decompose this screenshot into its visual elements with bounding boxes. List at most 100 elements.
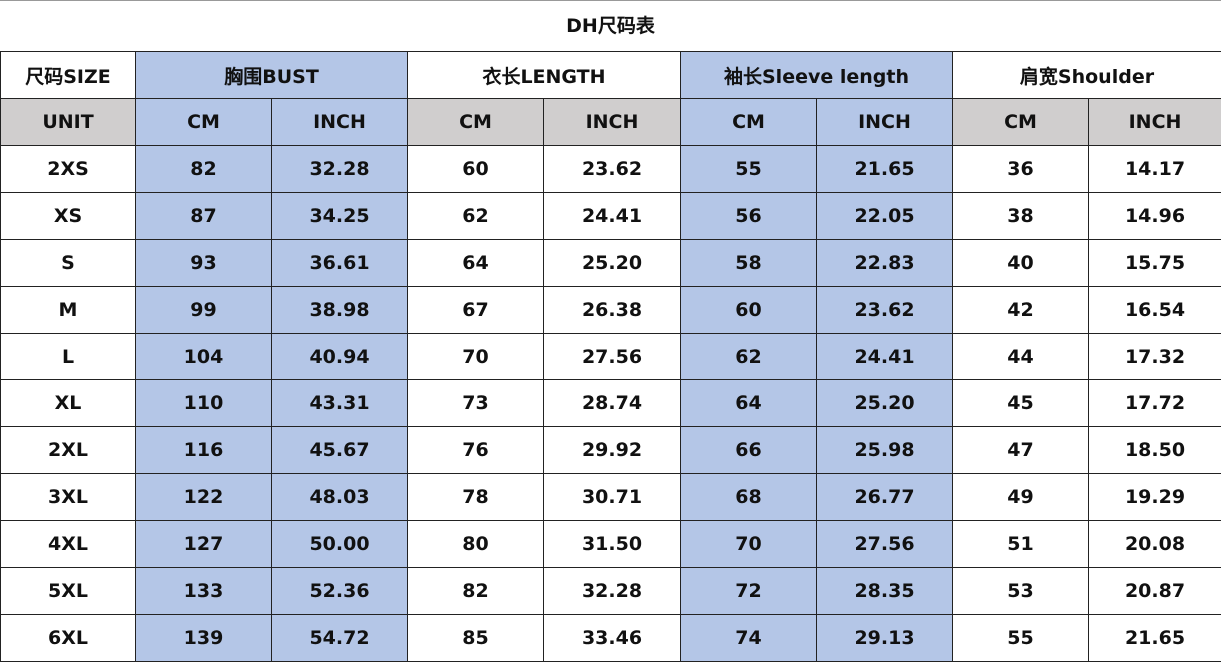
measurement-cell: 26.38 [543,285,681,334]
measurement-cell: 85 [407,613,544,662]
measurement-cell: 47 [952,426,1089,475]
table-row: XL 110 43.31 73 28.74 64 25.20 45 17.72 [0,379,1221,428]
measurement-cell: 24.41 [543,191,681,240]
unit-inch: INCH [271,98,408,146]
measurement-cell: 54.72 [271,613,408,662]
measurement-cell: 17.72 [1087,379,1221,428]
measurement-cell: 139 [135,613,272,662]
measurement-cell: 93 [135,238,272,287]
measurement-cell: 58 [680,238,817,287]
measurement-cell: 52.36 [271,567,408,615]
measurement-cell: 24.41 [816,332,953,381]
measurement-cell: 48.03 [271,473,408,522]
measurement-cell: 72 [680,567,817,615]
measurement-cell: 19.29 [1087,473,1221,522]
measurement-cell: 80 [407,520,544,569]
measurement-cell: 133 [135,567,272,615]
measurement-cell: 70 [680,520,817,569]
size-cell: 3XL [0,473,136,522]
measurement-cell: 55 [952,613,1089,662]
measurement-cell: 70 [407,332,544,381]
measurement-cell: 34.25 [271,191,408,240]
measurement-cell: 50.00 [271,520,408,569]
unit-inch: INCH [543,98,681,146]
size-chart-table: 尺码SIZE 胸围BUST 衣长LENGTH 袖长Sleeve length 肩… [0,51,1221,662]
unit-row: UNIT CM INCH CM INCH CM INCH CM INCH [0,98,1221,146]
measurement-cell: 40 [952,238,1089,287]
table-row: 4XL 127 50.00 80 31.50 70 27.56 51 20.08 [0,520,1221,569]
measurement-cell: 60 [407,145,544,193]
measurement-cell: 82 [135,145,272,193]
measurement-cell: 15.75 [1087,238,1221,287]
measurement-cell: 22.05 [816,191,953,240]
measurement-cell: 38 [952,191,1089,240]
size-cell: 4XL [0,520,136,569]
measurement-cell: 33.46 [543,613,681,662]
bust-header: 胸围BUST [135,51,408,99]
measurement-cell: 43.31 [271,379,408,428]
measurement-cell: 28.35 [816,567,953,615]
size-cell: S [0,238,136,287]
measurement-cell: 17.32 [1087,332,1221,381]
measurement-cell: 87 [135,191,272,240]
table-row: 2XS 82 32.28 60 23.62 55 21.65 36 14.17 [0,145,1221,193]
measurement-cell: 127 [135,520,272,569]
shoulder-header: 肩宽Shoulder [951,51,1221,99]
table-row: S 93 36.61 64 25.20 58 22.83 40 15.75 [0,238,1221,287]
size-cell: XS [0,191,136,240]
measurement-cell: 45 [952,379,1089,428]
table-row: 5XL 133 52.36 82 32.28 72 28.35 53 20.87 [0,567,1221,615]
measurement-cell: 21.65 [1087,613,1221,662]
measurement-cell: 29.13 [816,613,953,662]
size-cell: 5XL [0,567,136,615]
measurement-cell: 20.08 [1087,520,1221,569]
measurement-cell: 23.62 [543,145,681,193]
table-row: 6XL 139 54.72 85 33.46 74 29.13 55 21.65 [0,613,1221,662]
chart-title: DH尺码表 [566,15,655,37]
size-cell: L [0,332,136,381]
measurement-cell: 56 [680,191,817,240]
measurement-cell: 51 [952,520,1089,569]
measurement-cell: 22.83 [816,238,953,287]
measurement-cell: 42 [952,285,1089,334]
measurement-cell: 44 [952,332,1089,381]
measurement-cell: 74 [680,613,817,662]
length-header: 衣长LENGTH [407,51,681,99]
measurement-cell: 27.56 [543,332,681,381]
measurement-cell: 116 [135,426,272,475]
measurement-cell: 16.54 [1087,285,1221,334]
measurement-cell: 99 [135,285,272,334]
unit-cm: CM [135,98,272,146]
measurement-cell: 64 [407,238,544,287]
measurement-cell: 25.20 [816,379,953,428]
unit-cm: CM [952,98,1089,146]
unit-cm: CM [407,98,544,146]
measurement-cell: 67 [407,285,544,334]
unit-label: UNIT [0,98,136,146]
table-row: L 104 40.94 70 27.56 62 24.41 44 17.32 [0,332,1221,381]
unit-inch: INCH [816,98,953,146]
table-row: 2XL 116 45.67 76 29.92 66 25.98 47 18.50 [0,426,1221,475]
measurement-cell: 31.50 [543,520,681,569]
table-row: XS 87 34.25 62 24.41 56 22.05 38 14.96 [0,191,1221,240]
measurement-cell: 82 [407,567,544,615]
measurement-cell: 27.56 [816,520,953,569]
measurement-cell: 78 [407,473,544,522]
measurement-cell: 49 [952,473,1089,522]
group-header-row: 尺码SIZE 胸围BUST 衣长LENGTH 袖长Sleeve length 肩… [0,51,1221,99]
size-cell: XL [0,379,136,428]
measurement-cell: 40.94 [271,332,408,381]
size-cell: 6XL [0,613,136,662]
unit-inch: INCH [1087,98,1221,146]
measurement-cell: 62 [680,332,817,381]
top-divider [0,0,1221,1]
size-cell: 2XS [0,145,136,193]
measurement-cell: 30.71 [543,473,681,522]
measurement-cell: 73 [407,379,544,428]
measurement-cell: 21.65 [816,145,953,193]
measurement-cell: 36.61 [271,238,408,287]
measurement-cell: 55 [680,145,817,193]
size-cell: M [0,285,136,334]
size-cell: 2XL [0,426,136,475]
measurement-cell: 62 [407,191,544,240]
